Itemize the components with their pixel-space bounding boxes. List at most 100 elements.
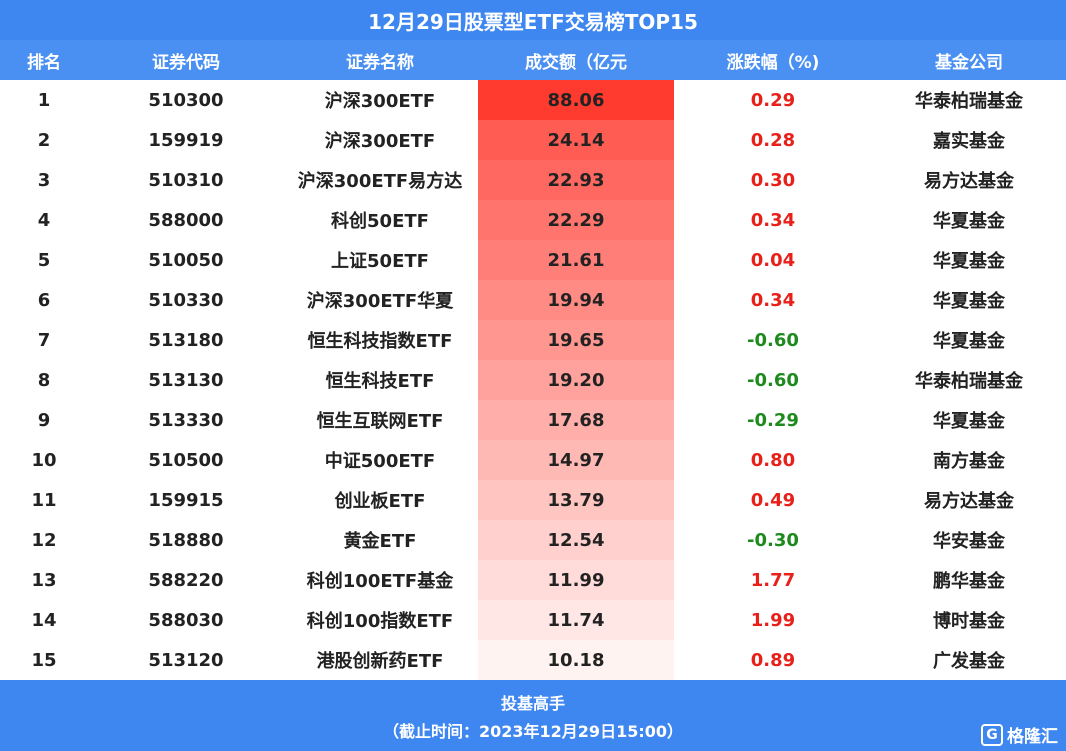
cell-fund: 华夏基金	[933, 411, 1005, 432]
cell-rank: 7	[37, 329, 51, 351]
cell-code: 159915	[148, 489, 224, 511]
cell-volume: 21.61	[547, 249, 605, 271]
cell-volume: 17.68	[547, 409, 605, 431]
header-name: 证券名称	[346, 52, 414, 73]
volume-heat-cell	[478, 280, 674, 320]
cell-code: 588220	[148, 569, 224, 591]
cell-fund: 易方达基金	[924, 491, 1014, 512]
cell-rank: 11	[31, 489, 57, 511]
cell-code: 510300	[148, 89, 224, 111]
logo-text: 格隆汇	[1007, 727, 1058, 747]
table-body: 1 510300 沪深300ETF 88.06 0.29 华泰柏瑞基金 2 159919 沪深3…	[0, 80, 1066, 680]
cell-volume: 22.29	[547, 209, 605, 231]
cell-rank: 14	[31, 609, 57, 631]
volume-heat-cell	[478, 520, 674, 560]
cell-change: 0.34	[750, 289, 796, 311]
cell-fund: 广发基金	[933, 651, 1005, 672]
cell-change: 0.89	[750, 649, 796, 671]
volume-heat-cell	[478, 600, 674, 640]
cell-change: 1.77	[750, 569, 796, 591]
cell-name: 中证500ETF	[324, 451, 436, 472]
cell-volume: 19.20	[547, 369, 605, 391]
cell-change: 0.34	[750, 209, 796, 231]
cell-name: 恒生科技指数ETF	[307, 331, 453, 352]
table-row: 5 510050 上证50ETF 21.61 0.04 华夏基金	[0, 240, 1066, 280]
cell-fund: 华夏基金	[933, 251, 1005, 272]
cell-code: 513180	[148, 329, 224, 351]
cell-rank: 6	[37, 289, 51, 311]
cell-rank: 15	[31, 649, 57, 671]
cell-name: 恒生科技ETF	[325, 371, 435, 392]
volume-heat-cell	[478, 200, 674, 240]
cell-name: 上证50ETF	[331, 251, 429, 272]
cell-code: 513330	[148, 409, 224, 431]
volume-heat-cell	[478, 360, 674, 400]
volume-heat-cell	[478, 320, 674, 360]
cell-code: 518880	[148, 529, 224, 551]
cell-volume: 14.97	[547, 449, 605, 471]
cell-code: 588000	[148, 209, 224, 231]
cell-code: 588030	[148, 609, 224, 631]
volume-heat-cell	[478, 120, 674, 160]
cell-volume: 19.94	[547, 289, 605, 311]
cell-name: 沪深300ETF华夏	[306, 291, 454, 312]
cell-fund: 华夏基金	[933, 331, 1005, 352]
cell-name: 沪深300ETF	[324, 91, 436, 112]
cell-fund: 华安基金	[933, 531, 1005, 552]
cell-change: -0.60	[747, 369, 799, 391]
cell-code: 510330	[148, 289, 224, 311]
table-row: 12 518880 黄金ETF 12.54 -0.30 华安基金	[0, 520, 1066, 560]
cell-volume: 88.06	[547, 89, 605, 111]
cell-fund: 华夏基金	[933, 211, 1005, 232]
table-row: 14 588030 科创100指数ETF 11.74 1.99 博时基金	[0, 600, 1066, 640]
cell-volume: 19.65	[547, 329, 605, 351]
cell-rank: 1	[37, 89, 51, 111]
table-row: 9 513330 恒生互联网ETF 17.68 -0.29 华夏基金	[0, 400, 1066, 440]
cell-name: 沪深300ETF	[324, 131, 436, 152]
cell-name: 科创100ETF基金	[306, 571, 454, 592]
table-row: 11 159915 创业板ETF 13.79 0.49 易方达基金	[0, 480, 1066, 520]
volume-heat-cell	[478, 440, 674, 480]
cell-change: 0.04	[750, 249, 796, 271]
cell-volume: 10.18	[547, 649, 605, 671]
volume-heat-cell	[478, 240, 674, 280]
cell-rank: 8	[37, 369, 51, 391]
cell-rank: 10	[31, 449, 57, 471]
cell-change: -0.30	[747, 529, 799, 551]
cell-name: 恒生互联网ETF	[316, 411, 444, 432]
table-row: 7 513180 恒生科技指数ETF 19.65 -0.60 华夏基金	[0, 320, 1066, 360]
volume-heat-cell	[478, 160, 674, 200]
volume-heat-cell	[478, 560, 674, 600]
header-code: 证券代码	[152, 52, 220, 73]
cell-rank: 3	[37, 169, 51, 191]
cell-rank: 13	[31, 569, 57, 591]
page-title: 12月29日股票型ETF交易榜TOP15	[0, 0, 1066, 40]
cell-code: 510050	[148, 249, 224, 271]
cell-code: 510500	[148, 449, 224, 471]
cell-change: 0.28	[750, 129, 796, 151]
cell-change: 1.99	[750, 609, 796, 631]
cell-rank: 4	[37, 209, 51, 231]
cell-change: 0.80	[750, 449, 796, 471]
footer-title: 投基高手	[500, 694, 565, 713]
cell-name: 创业板ETF	[334, 491, 426, 512]
table-row: 13 588220 科创100ETF基金 11.99 1.77 鹏华基金	[0, 560, 1066, 600]
volume-heat-cell	[478, 640, 674, 680]
header-change: 涨跌幅（%)	[726, 52, 820, 73]
cell-name: 黄金ETF	[343, 531, 417, 552]
cell-rank: 2	[37, 129, 51, 151]
cell-change: 0.49	[750, 489, 796, 511]
table-row: 10 510500 中证500ETF 14.97 0.80 南方基金	[0, 440, 1066, 480]
cell-change: 0.30	[750, 169, 796, 191]
cell-volume: 12.54	[547, 529, 605, 551]
cell-fund: 华泰柏瑞基金	[915, 371, 1023, 392]
cell-code: 513130	[148, 369, 224, 391]
cell-code: 513120	[148, 649, 224, 671]
cell-rank: 9	[37, 409, 51, 431]
table-row: 8 513130 恒生科技ETF 19.20 -0.60 华泰柏瑞基金	[0, 360, 1066, 400]
cell-volume: 13.79	[547, 489, 605, 511]
table-row: 2 159919 沪深300ETF 24.14 0.28 嘉实基金	[0, 120, 1066, 160]
volume-heat-cell	[478, 80, 674, 120]
cell-change: -0.60	[747, 329, 799, 351]
table-row: 1 510300 沪深300ETF 88.06 0.29 华泰柏瑞基金	[0, 80, 1066, 120]
